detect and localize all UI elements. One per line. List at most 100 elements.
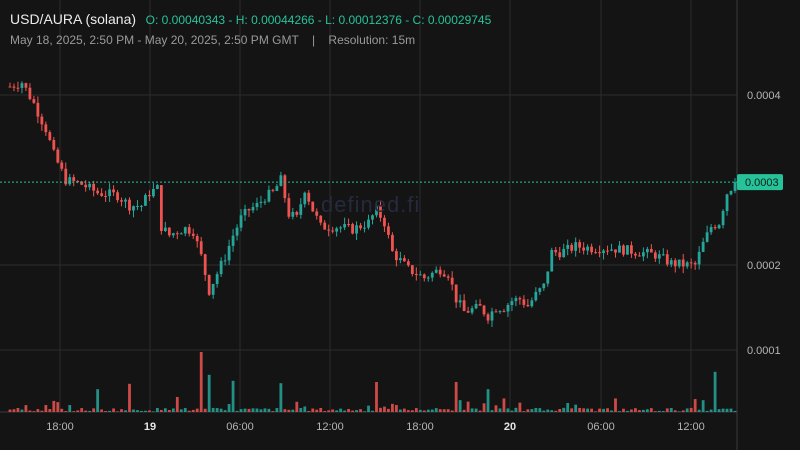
candle-body xyxy=(327,229,331,231)
volume-bar xyxy=(478,410,482,412)
candle-body xyxy=(291,211,295,217)
volume-bar xyxy=(60,408,64,412)
candle-body xyxy=(187,227,191,234)
candle-body xyxy=(379,205,382,218)
candle-body xyxy=(721,211,725,226)
volume-bar xyxy=(291,409,295,412)
volume-bar xyxy=(653,411,657,412)
candle-body xyxy=(626,245,629,255)
volume-bar xyxy=(681,410,685,412)
volume-bar xyxy=(255,408,259,412)
candle-body xyxy=(175,233,179,235)
candle-body xyxy=(307,192,311,202)
volume-bar xyxy=(534,407,538,412)
candle-body xyxy=(693,262,697,265)
candle-body xyxy=(410,265,414,274)
candle-body xyxy=(247,209,251,211)
candle-body xyxy=(638,255,641,257)
candle-body xyxy=(486,314,490,321)
volume-bar xyxy=(721,408,725,412)
candle-body xyxy=(717,225,721,229)
candle-body xyxy=(526,304,530,307)
volume-bar xyxy=(725,408,729,412)
candle-body xyxy=(438,269,442,275)
volume-bar xyxy=(406,410,410,412)
volume-bar xyxy=(434,408,438,412)
volume-bar xyxy=(347,408,350,412)
volume-bar xyxy=(606,408,609,412)
candle-body xyxy=(211,283,215,295)
candle-body xyxy=(454,284,458,303)
volume-bar xyxy=(506,408,510,412)
volume-bar xyxy=(438,409,442,412)
volume-bar xyxy=(231,380,235,412)
y-tick-label: 0.0002 xyxy=(747,260,781,272)
volume-bar xyxy=(494,405,498,412)
volume-bar xyxy=(450,410,454,412)
candle-body xyxy=(709,227,713,233)
volume-bar xyxy=(657,410,661,412)
candle-body xyxy=(323,222,327,230)
candle-body xyxy=(287,198,291,217)
candle-body xyxy=(271,189,275,191)
volume-bar xyxy=(538,408,542,412)
candle-body xyxy=(442,274,446,277)
volume-bar xyxy=(665,408,669,412)
volume-bar xyxy=(124,410,127,412)
candle-body xyxy=(677,259,681,267)
candle-body xyxy=(76,181,80,183)
volume-bar xyxy=(323,411,327,412)
candle-body xyxy=(395,251,398,261)
candle-body xyxy=(562,248,566,258)
candle-body xyxy=(231,235,235,246)
volume-bar xyxy=(88,410,92,412)
volume-bar xyxy=(518,402,522,412)
volume-bar xyxy=(677,411,681,412)
volume-bar xyxy=(514,407,518,412)
candle-body xyxy=(430,272,434,278)
volume-bar xyxy=(319,407,323,412)
candle-body xyxy=(124,199,127,202)
candle-body xyxy=(673,260,677,267)
candle-body xyxy=(566,244,570,249)
candle-body xyxy=(685,262,689,267)
candle-body xyxy=(522,299,526,305)
volume-bar xyxy=(12,409,16,412)
volume-bar xyxy=(418,409,422,412)
y-tick-label: 0.0004 xyxy=(747,90,781,102)
volume-bar xyxy=(466,401,470,412)
candle-body xyxy=(578,242,582,248)
candle-body xyxy=(534,291,538,301)
candle-body xyxy=(367,219,370,228)
volume-bar xyxy=(152,411,155,412)
volume-bar xyxy=(44,405,48,412)
candle-body xyxy=(359,225,362,229)
volume-bar xyxy=(132,409,135,412)
volume-bar xyxy=(458,400,462,412)
candle-body xyxy=(148,195,151,197)
volume-bar xyxy=(574,404,578,412)
candle-body xyxy=(275,186,279,191)
candle-body xyxy=(618,245,621,253)
ohlc-readout: O: 0.00040343 - H: 0.00044266 - L: 0.000… xyxy=(145,13,492,27)
volume-bar xyxy=(144,410,147,412)
candle-body xyxy=(450,277,454,285)
candle-body xyxy=(590,246,593,253)
candle-body xyxy=(606,250,609,252)
candle-body xyxy=(60,162,64,169)
candle-body xyxy=(645,248,649,253)
volume-bar xyxy=(685,408,689,412)
volume-bar xyxy=(363,411,366,412)
volume-bar xyxy=(602,408,605,412)
candle-body xyxy=(303,192,307,205)
volume-bar xyxy=(84,410,88,412)
volume-bar xyxy=(116,411,119,412)
volume-bar xyxy=(391,403,394,412)
candle-body xyxy=(36,102,40,117)
volume-bar xyxy=(546,409,550,412)
candle-body xyxy=(550,249,554,272)
candle-body xyxy=(120,200,123,202)
candle-body xyxy=(152,188,155,197)
